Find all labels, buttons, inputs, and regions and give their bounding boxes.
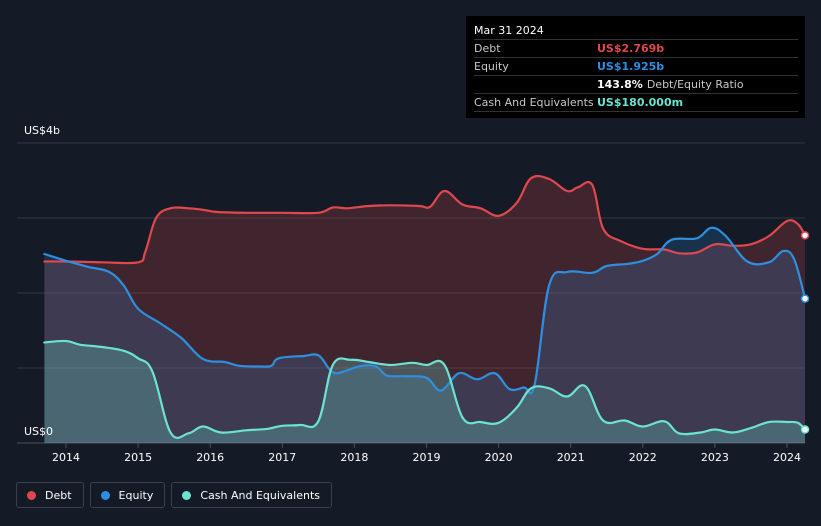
cash-area bbox=[44, 340, 805, 443]
equity-area bbox=[44, 227, 805, 443]
cash-line bbox=[43, 339, 807, 439]
x-tick-label: 2021 bbox=[557, 451, 585, 464]
tooltip-panel: Mar 31 2024 Debt US$2.769b Equity US$1.9… bbox=[466, 16, 805, 118]
equity-dot-icon bbox=[100, 490, 110, 500]
x-tick-label: 2024 bbox=[773, 451, 801, 464]
debt-area bbox=[44, 175, 805, 444]
area-layer bbox=[44, 175, 805, 444]
tooltip-ratio-row: 143.8% Debt/Equity Ratio bbox=[474, 75, 798, 93]
equity-end-marker bbox=[800, 294, 810, 303]
tooltip-equity-row: Equity US$1.925b bbox=[474, 57, 798, 75]
y-tick-label: US$0 bbox=[24, 425, 53, 438]
tooltip-equity-label: Equity bbox=[474, 60, 509, 73]
tooltip-cash-label: Cash And Equivalents bbox=[474, 96, 594, 109]
tooltip-equity-value: US$1.925b bbox=[597, 60, 665, 73]
x-tick-label: 2020 bbox=[485, 451, 513, 464]
legend-cash-label: Cash And Equivalents bbox=[200, 488, 320, 502]
grid-layer bbox=[17, 142, 805, 444]
x-tick-label: 2017 bbox=[268, 451, 296, 464]
tooltip-debt-row: Debt US$2.769b bbox=[474, 39, 798, 57]
tooltip-ratio-value: 143.8% bbox=[597, 78, 643, 91]
tooltip-ratio-label: Debt/Equity Ratio bbox=[646, 78, 744, 91]
tooltip-cash-row: Cash And Equivalents US$180.000m bbox=[474, 93, 798, 112]
tooltip-debt-value: US$2.769b bbox=[597, 42, 665, 55]
x-tick-label: 2023 bbox=[701, 451, 729, 464]
legend-debt-label: Debt bbox=[45, 488, 72, 502]
tooltip-date: Mar 31 2024 bbox=[474, 24, 544, 37]
chart-legend: Debt Equity Cash And Equivalents bbox=[16, 482, 332, 508]
tooltip-ratio-spacer bbox=[474, 76, 597, 93]
debt-line bbox=[43, 174, 807, 265]
legend-item-cash[interactable]: Cash And Equivalents bbox=[171, 482, 332, 508]
x-tick-label: 2015 bbox=[124, 451, 152, 464]
tick-layer: US$4b US$0 2014 2015 2016 2017 2018 2019 2020 202… bbox=[24, 124, 801, 464]
x-tick-label: 2016 bbox=[196, 451, 224, 464]
cash-end-marker bbox=[800, 425, 810, 434]
tooltip-cash-value: US$180.000m bbox=[597, 96, 684, 109]
legend-equity-label: Equity bbox=[118, 488, 154, 502]
legend-item-debt[interactable]: Debt bbox=[16, 482, 84, 508]
equity-line bbox=[43, 226, 807, 395]
legend-item-equity[interactable]: Equity bbox=[89, 482, 166, 508]
x-tick-label: 2022 bbox=[629, 451, 657, 464]
x-tick-label: 2019 bbox=[413, 451, 441, 464]
cash-dot-icon bbox=[182, 490, 192, 500]
debt-dot-icon bbox=[27, 490, 36, 500]
marker-layer bbox=[800, 231, 810, 434]
y-tick-label: US$4b bbox=[24, 124, 60, 137]
tooltip-debt-label: Debt bbox=[474, 42, 501, 55]
x-tick-label: 2014 bbox=[52, 451, 80, 464]
line-layer bbox=[43, 174, 807, 439]
x-tick-label: 2018 bbox=[340, 451, 368, 464]
debt-end-marker bbox=[800, 231, 810, 240]
